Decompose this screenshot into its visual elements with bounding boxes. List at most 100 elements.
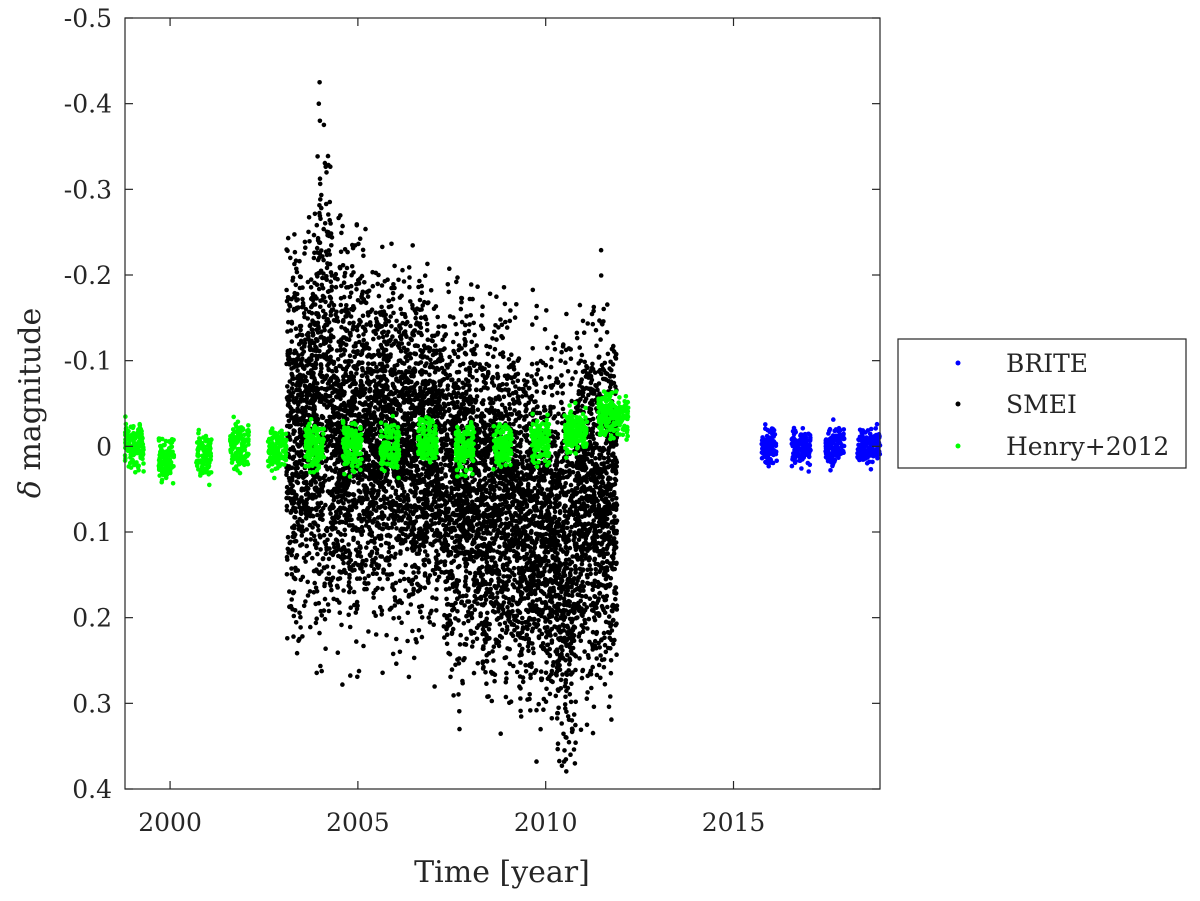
data-point — [336, 484, 342, 489]
data-point — [301, 311, 307, 316]
data-point — [326, 248, 332, 253]
data-point — [286, 360, 291, 366]
data-point — [421, 476, 426, 482]
data-point — [444, 596, 449, 602]
data-point — [390, 485, 395, 491]
data-point — [317, 181, 323, 187]
data-point — [296, 527, 302, 532]
data-point — [434, 418, 440, 424]
data-point — [446, 401, 451, 407]
data-point — [442, 533, 448, 538]
data-point — [389, 241, 394, 247]
data-point — [343, 486, 349, 492]
data-point — [472, 477, 478, 483]
data-point — [364, 419, 369, 424]
data-point — [410, 548, 416, 553]
data-point — [416, 496, 422, 501]
data-point — [406, 341, 412, 347]
data-point — [331, 334, 336, 340]
data-point — [444, 432, 450, 437]
data-point — [408, 503, 413, 509]
data-point — [342, 359, 348, 364]
data-point — [328, 354, 333, 360]
data-point — [461, 621, 467, 626]
data-point — [374, 474, 379, 480]
data-point — [458, 632, 464, 638]
data-point — [314, 222, 320, 228]
data-point — [421, 543, 427, 549]
data-point — [290, 547, 295, 552]
data-point — [406, 524, 411, 530]
data-point — [313, 344, 318, 350]
data-point — [317, 562, 322, 567]
data-point — [444, 641, 450, 647]
data-point — [309, 513, 315, 518]
data-point — [363, 438, 369, 444]
data-point — [287, 304, 293, 309]
data-point — [449, 572, 455, 578]
data-point — [296, 402, 301, 408]
data-point — [399, 526, 405, 532]
data-point — [317, 176, 323, 181]
data-point — [321, 337, 327, 342]
data-point — [307, 382, 313, 388]
data-point — [433, 515, 438, 521]
data-point — [456, 618, 461, 623]
data-point — [436, 402, 441, 407]
data-point — [354, 606, 360, 612]
data-point — [298, 510, 304, 515]
data-point — [321, 324, 327, 330]
data-point — [348, 283, 354, 289]
data-point — [294, 298, 299, 303]
data-point — [487, 291, 493, 297]
data-point — [286, 550, 291, 555]
data-point — [426, 408, 432, 414]
data-point — [434, 560, 439, 566]
data-point — [333, 466, 339, 471]
data-point — [431, 499, 437, 505]
data-point — [322, 402, 327, 407]
data-point — [352, 602, 357, 608]
data-point — [364, 374, 370, 380]
data-point — [470, 639, 476, 645]
data-point — [315, 154, 320, 159]
data-point — [328, 532, 333, 538]
data-point — [307, 589, 313, 594]
data-point — [381, 357, 387, 362]
data-point — [505, 567, 511, 572]
data-point — [354, 639, 359, 644]
data-point — [507, 318, 513, 324]
data-point — [316, 395, 322, 401]
data-point — [455, 564, 461, 570]
data-point — [440, 485, 446, 491]
data-point — [406, 674, 412, 680]
data-point — [289, 572, 295, 577]
data-point — [327, 414, 332, 420]
data-point — [364, 492, 369, 498]
data-point — [443, 523, 449, 529]
data-point — [335, 276, 340, 282]
data-point — [322, 565, 327, 571]
data-point — [322, 395, 328, 401]
data-point — [345, 548, 350, 554]
data-point — [472, 332, 477, 338]
data-point — [353, 547, 359, 553]
data-point — [376, 480, 381, 486]
data-point — [284, 472, 289, 478]
data-point — [475, 661, 481, 666]
data-point — [381, 487, 387, 493]
data-point — [474, 522, 480, 527]
data-point — [408, 447, 414, 453]
data-point — [468, 313, 474, 318]
data-point — [475, 496, 481, 502]
data-point — [389, 605, 394, 611]
data-point — [311, 302, 316, 307]
data-point — [374, 364, 379, 370]
data-point — [322, 314, 327, 320]
data-point — [363, 300, 369, 306]
data-point — [397, 497, 403, 503]
data-point — [348, 523, 353, 528]
data-point — [314, 589, 320, 594]
data-point — [285, 348, 291, 354]
data-point — [470, 410, 476, 415]
